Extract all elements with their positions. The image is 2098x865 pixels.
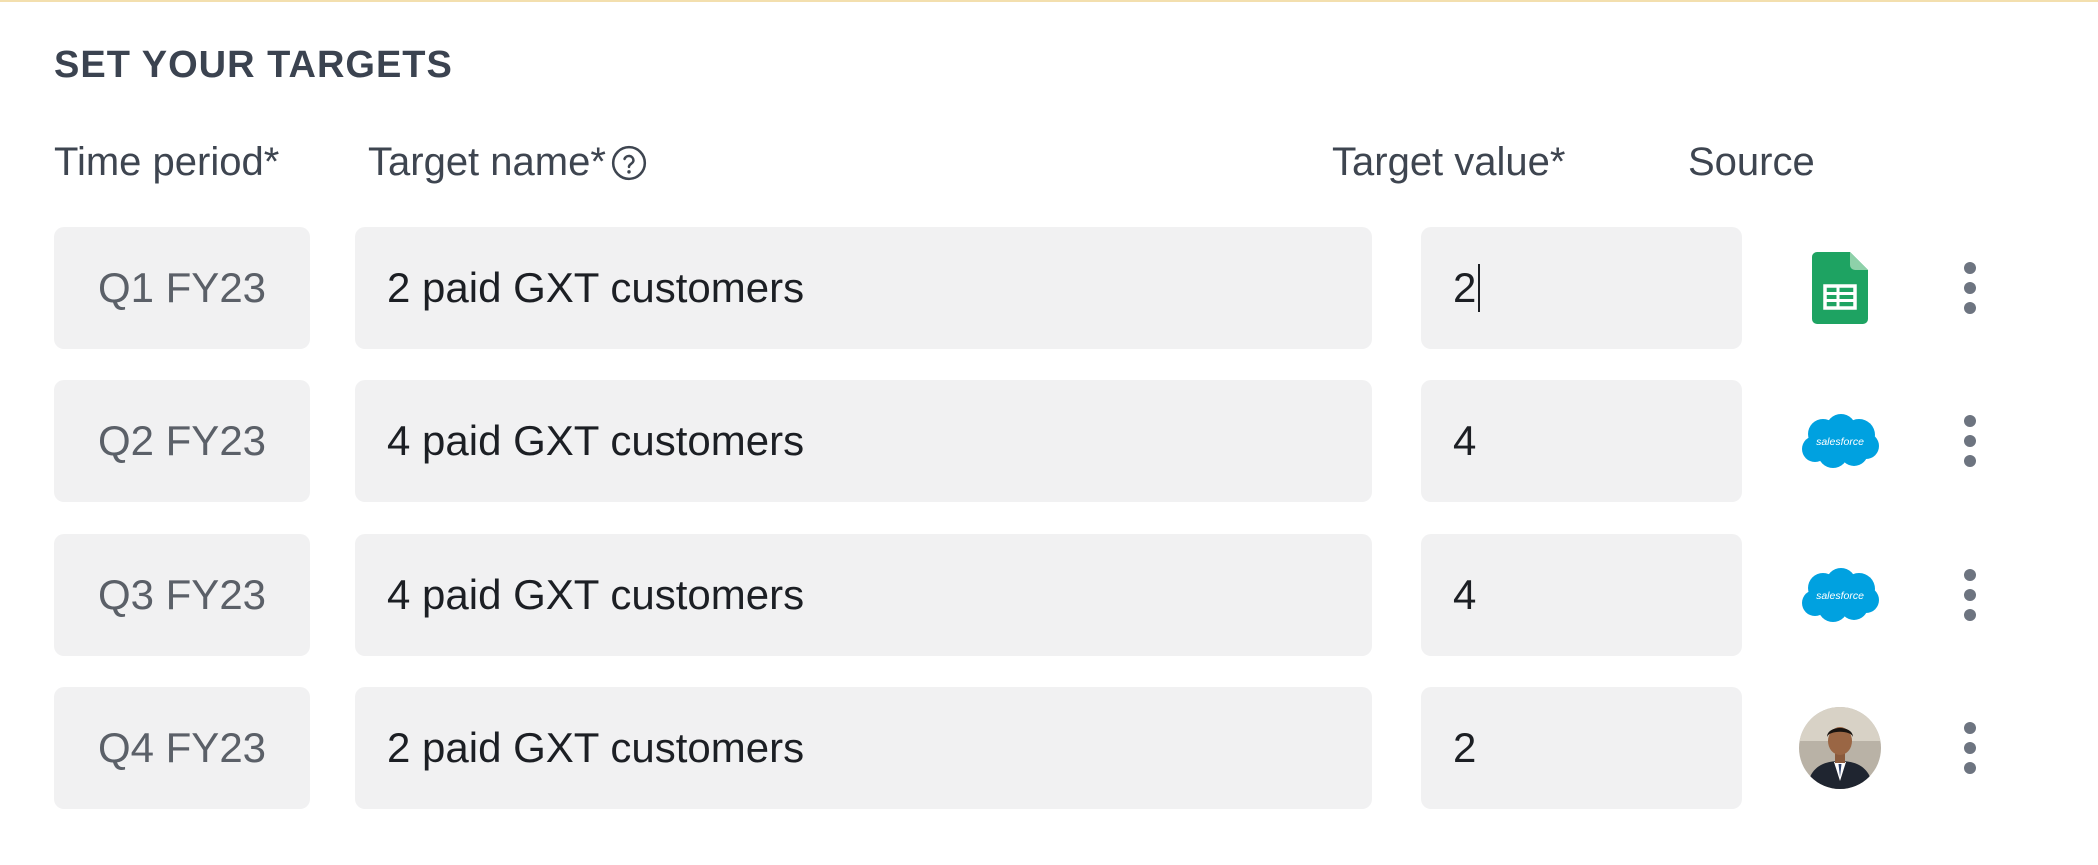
source-google-sheets[interactable] bbox=[1790, 227, 1890, 349]
text-caret bbox=[1478, 264, 1481, 312]
column-header-target-name: Target name* bbox=[368, 140, 648, 185]
help-icon[interactable] bbox=[610, 144, 648, 182]
svg-text:salesforce: salesforce bbox=[1816, 436, 1864, 448]
column-header-time-period: Time period* bbox=[54, 140, 280, 184]
row-menu-button[interactable] bbox=[1950, 380, 1990, 502]
target-value-input[interactable]: 2 bbox=[1421, 687, 1742, 809]
target-row: Q3 FY23 4 paid GXT customers 4 salesforc… bbox=[0, 534, 2098, 656]
time-period-field[interactable]: Q2 FY23 bbox=[54, 380, 310, 502]
source-salesforce[interactable]: salesforce bbox=[1790, 380, 1890, 502]
target-name-input[interactable]: 4 paid GXT customers bbox=[355, 534, 1372, 656]
time-period-field[interactable]: Q4 FY23 bbox=[54, 687, 310, 809]
time-period-field[interactable]: Q1 FY23 bbox=[54, 227, 310, 349]
row-menu-button[interactable] bbox=[1950, 227, 1990, 349]
top-divider bbox=[0, 0, 2098, 2]
target-row: Q1 FY23 2 paid GXT customers 2 bbox=[0, 227, 2098, 349]
source-salesforce[interactable]: salesforce bbox=[1790, 534, 1890, 656]
target-value-input[interactable]: 4 bbox=[1421, 380, 1742, 502]
target-value-text: 2 bbox=[1453, 264, 1477, 311]
target-value-input[interactable]: 4 bbox=[1421, 534, 1742, 656]
row-menu-button[interactable] bbox=[1950, 687, 1990, 809]
more-vertical-icon bbox=[1964, 569, 1976, 621]
column-header-source: Source bbox=[1688, 140, 1815, 184]
time-period-field[interactable]: Q3 FY23 bbox=[54, 534, 310, 656]
target-value-input[interactable]: 2 bbox=[1421, 227, 1742, 349]
user-avatar bbox=[1799, 707, 1881, 789]
svg-text:salesforce: salesforce bbox=[1816, 590, 1864, 602]
target-name-input[interactable]: 2 paid GXT customers bbox=[355, 227, 1372, 349]
more-vertical-icon bbox=[1964, 262, 1976, 314]
more-vertical-icon bbox=[1964, 415, 1976, 467]
column-header-target-name-label: Target name* bbox=[368, 140, 606, 184]
row-menu-button[interactable] bbox=[1950, 534, 1990, 656]
column-header-target-value: Target value* bbox=[1332, 140, 1566, 184]
source-user[interactable] bbox=[1790, 687, 1890, 809]
section-title: SET YOUR TARGETS bbox=[54, 44, 453, 86]
more-vertical-icon bbox=[1964, 722, 1976, 774]
salesforce-icon: salesforce bbox=[1802, 414, 1879, 468]
target-row: Q4 FY23 2 paid GXT customers 2 bbox=[0, 687, 2098, 809]
target-row: Q2 FY23 4 paid GXT customers 4 salesforc… bbox=[0, 380, 2098, 502]
target-name-input[interactable]: 2 paid GXT customers bbox=[355, 687, 1372, 809]
google-sheets-icon bbox=[1812, 252, 1868, 324]
salesforce-icon: salesforce bbox=[1802, 568, 1879, 622]
target-name-input[interactable]: 4 paid GXT customers bbox=[355, 380, 1372, 502]
